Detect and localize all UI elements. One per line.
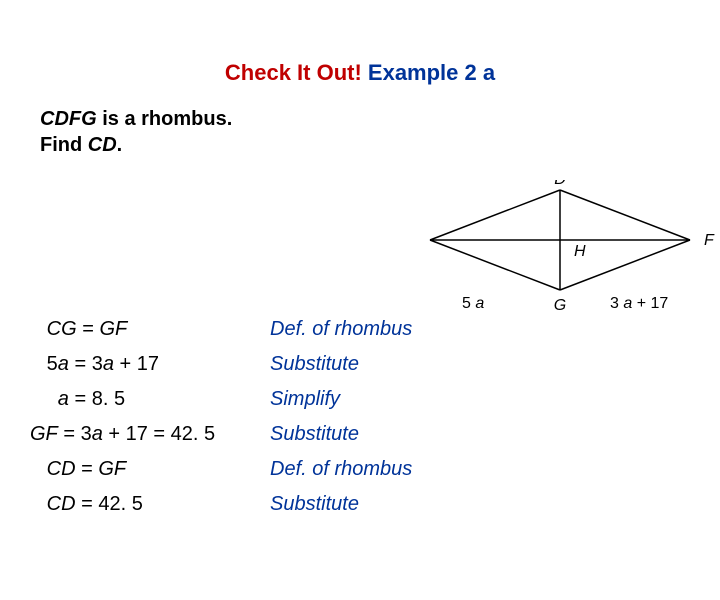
rhombus-diagram: CDFGH5 a3 a + 17 xyxy=(420,180,720,330)
prompt-find-target: CD xyxy=(88,134,117,156)
step-reason: Substitute xyxy=(270,493,359,516)
prompt-line2-suffix: . xyxy=(117,134,123,156)
step-reason: Substitute xyxy=(270,353,359,376)
prompt-line2-prefix: Find xyxy=(40,134,88,156)
side-label-CG: 5 a xyxy=(462,295,484,312)
step-reason: Def. of rhombus xyxy=(270,458,412,481)
solution-steps: CG = GFDef. of rhombus 5a = 3a + 17Subst… xyxy=(30,318,412,528)
vertex-label-F: F xyxy=(704,232,715,249)
step-expression: CD = 42. 5 xyxy=(30,493,270,516)
title-part2: Example 2 a xyxy=(362,60,495,85)
vertex-label-D: D xyxy=(554,180,566,188)
step-row: 5a = 3a + 17Substitute xyxy=(30,353,412,376)
step-row: CG = GFDef. of rhombus xyxy=(30,318,412,341)
vertex-label-G: G xyxy=(554,297,566,314)
diagram-edge xyxy=(430,190,560,240)
diagram-edge xyxy=(430,240,560,290)
step-row: CD = 42. 5Substitute xyxy=(30,493,412,516)
title-part1: Check It Out! xyxy=(225,60,362,85)
prompt-rhombus-name: CDFG xyxy=(40,108,97,130)
problem-prompt: CDFG is a rhombus. Find CD. xyxy=(40,106,720,158)
step-expression: GF = 3a + 17 = 42. 5 xyxy=(30,423,270,446)
side-label-GF: 3 a + 17 xyxy=(610,295,668,312)
prompt-line1-rest: is a rhombus. xyxy=(97,108,233,130)
slide-title: Check It Out! Example 2 a xyxy=(0,60,720,86)
step-row: CD = GFDef. of rhombus xyxy=(30,458,412,481)
step-expression: CD = GF xyxy=(30,458,270,481)
diagram-edge xyxy=(560,190,690,240)
step-row: GF = 3a + 17 = 42. 5Substitute xyxy=(30,423,412,446)
step-row: a = 8. 5Simplify xyxy=(30,388,412,411)
step-reason: Simplify xyxy=(270,388,340,411)
step-expression: 5a = 3a + 17 xyxy=(30,353,270,376)
step-expression: CG = GF xyxy=(30,318,270,341)
step-reason: Def. of rhombus xyxy=(270,318,412,341)
vertex-label-H: H xyxy=(574,243,586,260)
step-reason: Substitute xyxy=(270,423,359,446)
step-expression: a = 8. 5 xyxy=(30,388,270,411)
